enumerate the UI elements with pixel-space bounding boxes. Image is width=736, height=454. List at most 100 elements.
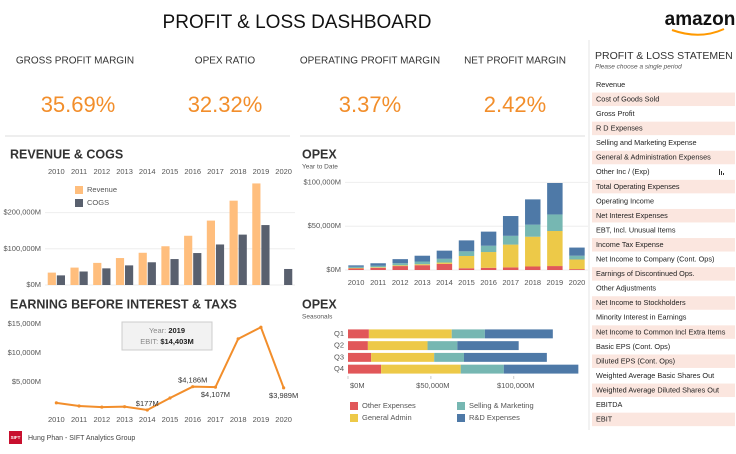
filter-icon	[719, 169, 724, 175]
list-row[interactable]	[592, 281, 735, 296]
list-row[interactable]	[592, 369, 735, 383]
list-item[interactable]: EBITDA	[596, 400, 622, 409]
chart-title: OPEX	[302, 297, 337, 311]
list-item[interactable]: Weighted Average Basic Shares Out	[596, 371, 714, 380]
bar	[284, 268, 293, 285]
list-item[interactable]: General & Administration Expenses	[596, 153, 711, 162]
data-label: $4,107M	[201, 390, 230, 399]
x-tick-label: 2015	[162, 415, 179, 424]
x-tick-label: 2017	[502, 278, 519, 287]
legend-label: COGS	[87, 198, 109, 207]
list-item[interactable]: R D Expenses	[596, 124, 643, 133]
list-row[interactable]	[592, 238, 735, 252]
list-item[interactable]: Total Operating Expenses	[596, 182, 680, 191]
x-tick-label: 2020	[569, 278, 586, 287]
list-row[interactable]	[592, 252, 735, 267]
bar-segment	[547, 182, 563, 215]
list-row[interactable]	[592, 383, 735, 398]
bar-segment	[464, 352, 547, 362]
list-item[interactable]: Net Income to Common Incl Extra Items	[596, 327, 726, 336]
bar-segment	[392, 265, 408, 267]
bar-segment	[392, 266, 408, 270]
bar-segment	[348, 352, 372, 362]
list-item[interactable]: Net Income to Stockholders	[596, 298, 686, 307]
list-row[interactable]	[592, 208, 735, 223]
bar-segment	[458, 255, 475, 269]
bar-segment	[484, 329, 553, 339]
x-tick-label: 2015	[162, 167, 179, 176]
bar-segment	[547, 266, 563, 270]
bar	[238, 234, 247, 285]
bar-segment	[370, 265, 386, 268]
list-item[interactable]: Cost of Goods Sold	[596, 94, 659, 103]
bar-segment	[427, 341, 458, 351]
legend-label: General Admin	[362, 413, 412, 422]
bar-segment	[348, 266, 364, 268]
bar-segment	[458, 268, 475, 270]
list-row[interactable]	[592, 179, 735, 194]
bar-segment	[348, 268, 364, 270]
list-row[interactable]	[592, 136, 735, 150]
x-tick-label: 2019	[547, 278, 564, 287]
x-tick-label: 2016	[184, 415, 201, 424]
list-item[interactable]: Revenue	[596, 80, 625, 89]
bar-segment	[367, 341, 428, 351]
list-item[interactable]: Earnings of Discontinued Ops.	[596, 269, 695, 278]
list-row[interactable]	[592, 339, 735, 354]
list-item[interactable]: EBIT	[596, 415, 613, 424]
list-row[interactable]	[592, 78, 735, 92]
list-row[interactable]	[592, 325, 735, 339]
list-row[interactable]	[592, 165, 735, 179]
list-item[interactable]: Net Interest Expenses	[596, 211, 668, 220]
legend-swatch	[350, 402, 358, 410]
bar-segment	[370, 263, 386, 266]
list-item[interactable]: Basic EPS (Cont. Ops)	[596, 342, 670, 351]
legend-label: Revenue	[87, 185, 117, 194]
bar-segment	[569, 247, 585, 256]
list-item[interactable]: Diluted EPS (Cont. Ops)	[596, 356, 675, 365]
list-row[interactable]	[592, 296, 735, 310]
bar	[125, 265, 134, 285]
bar-segment	[348, 341, 368, 351]
list-row[interactable]	[592, 194, 735, 208]
x-tick-label: $100,000M	[497, 381, 535, 390]
panel-list: Revenue Cost of Goods Sold Gross Profit R D…	[592, 78, 735, 427]
list-row[interactable]	[592, 92, 735, 107]
list-item[interactable]: Net Income to Company (Cont. Ops)	[596, 255, 714, 264]
list-row[interactable]	[592, 150, 735, 165]
bar	[47, 272, 56, 285]
bar-segment	[480, 267, 497, 270]
list-row[interactable]	[592, 121, 735, 136]
list-row[interactable]	[592, 354, 735, 368]
list-item[interactable]: Selling and Marketing Expense	[596, 138, 697, 147]
list-row[interactable]	[592, 412, 735, 427]
kpi-label: GROSS PROFIT MARGIN	[16, 56, 134, 67]
list-item[interactable]: Operating Income	[596, 196, 654, 205]
list-item[interactable]: Other Adjustments	[596, 284, 656, 293]
x-tick-label: $50,000M	[416, 381, 449, 390]
list-row[interactable]	[592, 310, 735, 325]
chart-subtitle: Year to Date	[302, 164, 338, 171]
list-item[interactable]: EBT, Incl. Unusual Items	[596, 225, 676, 234]
list-row[interactable]	[592, 398, 735, 412]
x-tick-label: 2011	[370, 278, 386, 287]
y-tick-label: Q4	[334, 364, 344, 373]
y-tick-label: $50,000M	[308, 221, 341, 230]
chart-title: REVENUE & COGS	[10, 147, 123, 161]
bar	[229, 200, 238, 285]
kpi-label: OPERATING PROFIT MARGIN	[300, 56, 440, 67]
bar-segment	[348, 329, 369, 339]
list-item[interactable]: Minority Interest in Earnings	[596, 313, 687, 322]
list-item[interactable]: Income Tax Expense	[596, 240, 664, 249]
list-row[interactable]	[592, 223, 735, 238]
y-tick-label: Q1	[334, 329, 344, 338]
bar	[215, 244, 225, 285]
list-row[interactable]	[592, 267, 735, 281]
list-row[interactable]	[592, 107, 735, 121]
bar-segment	[457, 341, 519, 351]
list-item[interactable]: Weighted Average Diluted Shares Out	[596, 385, 719, 394]
list-item[interactable]: Gross Profit	[596, 109, 635, 118]
list-item[interactable]: Other Inc / (Exp)	[596, 167, 650, 176]
bar-segment	[436, 250, 453, 259]
x-tick-label: 2013	[414, 278, 431, 287]
